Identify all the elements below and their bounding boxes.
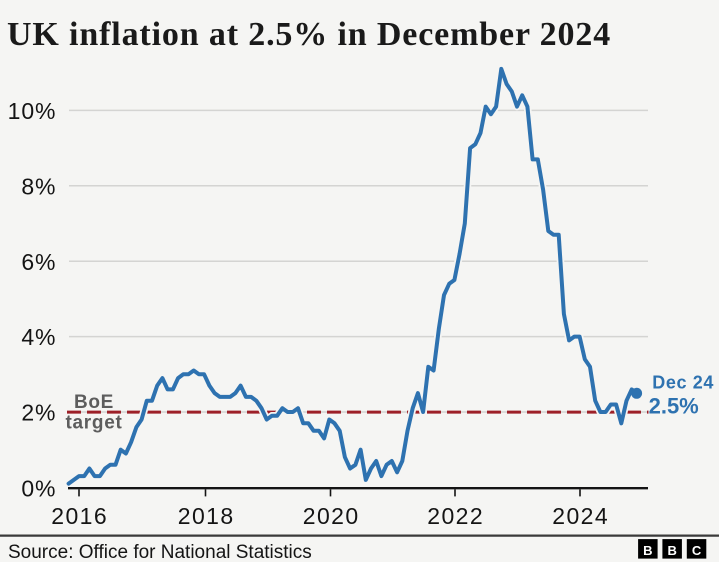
svg-text:2018: 2018 [178, 503, 235, 529]
svg-text:4%: 4% [21, 324, 56, 350]
svg-text:Source: Office for National St: Source: Office for National Statistics [8, 542, 312, 562]
svg-text:Dec 24: Dec 24 [652, 373, 714, 393]
svg-text:0%: 0% [21, 475, 56, 501]
svg-text:2016: 2016 [51, 503, 108, 529]
svg-text:BoE: BoE [74, 392, 114, 413]
svg-text:8%: 8% [21, 173, 56, 199]
svg-text:target: target [66, 413, 123, 434]
svg-text:B: B [667, 543, 676, 558]
svg-text:10%: 10% [8, 98, 57, 124]
svg-text:C: C [692, 543, 702, 558]
svg-text:2024: 2024 [552, 503, 609, 529]
svg-text:2022: 2022 [427, 503, 484, 529]
svg-text:2020: 2020 [303, 503, 360, 529]
svg-text:2%: 2% [21, 400, 56, 426]
svg-text:2.5%: 2.5% [649, 394, 699, 419]
svg-text:B: B [643, 543, 652, 558]
svg-text:6%: 6% [21, 249, 56, 275]
svg-text:UK inflation at 2.5% in Decemb: UK inflation at 2.5% in December 2024 [7, 16, 611, 53]
